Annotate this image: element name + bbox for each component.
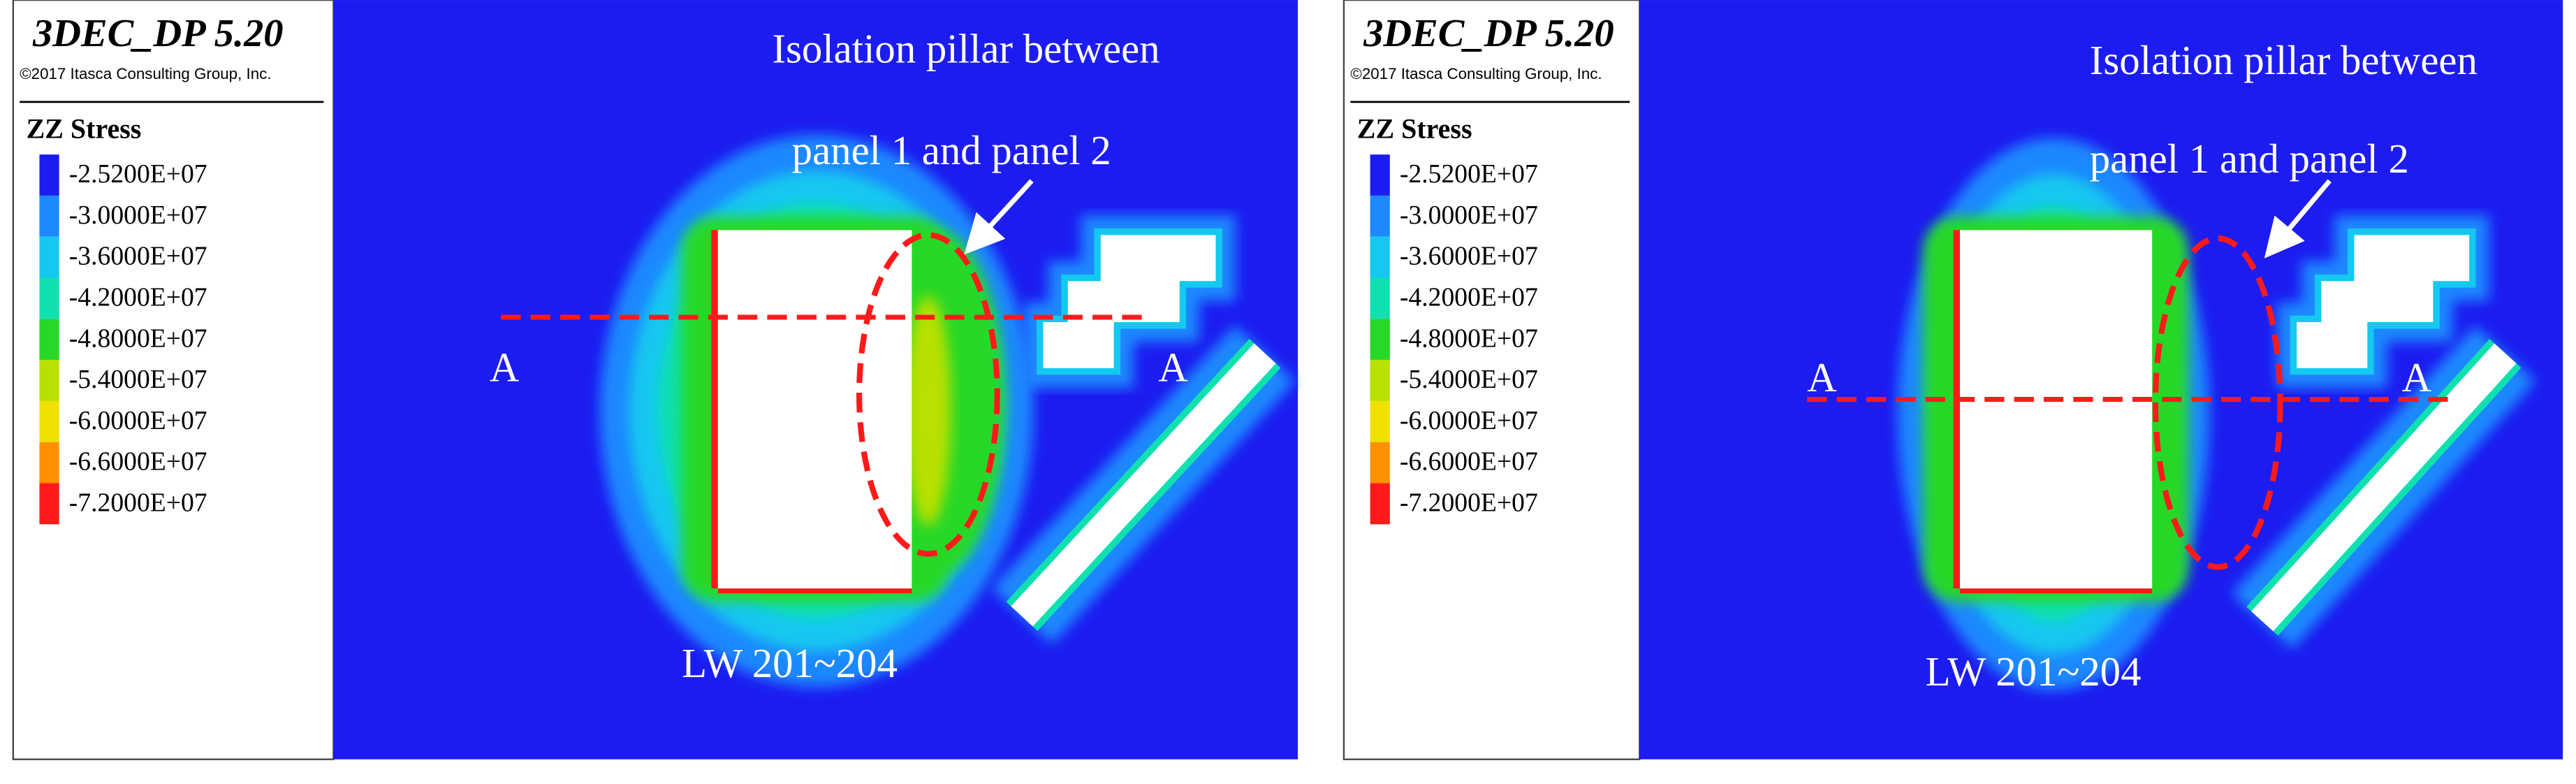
longwall-label: LW 201~204 — [1926, 649, 2142, 695]
legend-label: -5.4000E+07 — [1400, 365, 1538, 394]
legend-label: -6.0000E+07 — [1400, 406, 1538, 435]
legend-label: -2.5200E+07 — [1400, 159, 1538, 189]
legend-swatch — [1370, 483, 1390, 525]
section-label: A — [490, 345, 520, 391]
longwall-panel — [717, 230, 912, 589]
longwall-label: LW 201~204 — [682, 641, 898, 686]
stress-edge — [1953, 230, 1960, 589]
legend-label: -4.8000E+07 — [1400, 324, 1538, 353]
legend-swatch — [1370, 277, 1390, 319]
copyright: ©2017 Itasca Consulting Group, Inc. — [20, 65, 271, 82]
legend-swatch — [39, 360, 59, 401]
inclined-panel — [1011, 343, 1276, 627]
legend-label: -3.6000E+07 — [1400, 242, 1538, 271]
section-label: A — [1807, 355, 1837, 400]
pillar-label: panel 1 and panel 2 — [2090, 136, 2409, 182]
legend-swatch — [1370, 360, 1390, 401]
pillar-outline — [2152, 235, 2283, 570]
legend-background — [1342, 0, 1641, 760]
legend-swatch — [39, 483, 59, 525]
legend-swatch — [1370, 442, 1390, 484]
legend-label: -2.5200E+07 — [69, 159, 207, 189]
software-title: 3DEC_DP 5.20 — [1363, 12, 1614, 55]
legend-swatch — [39, 195, 59, 237]
legend-label: -6.6000E+07 — [1400, 447, 1538, 477]
pillar-outline — [856, 232, 1000, 557]
legend-swatch — [39, 277, 59, 319]
goaf-block — [2297, 235, 2470, 368]
legend-swatch — [1370, 400, 1390, 442]
legend-swatch — [1370, 236, 1390, 278]
legend-label: -6.6000E+07 — [69, 447, 207, 477]
software-title: 3DEC_DP 5.20 — [32, 12, 284, 55]
simulation-panel: Isolation pillar between panel 1 and pane… — [12, 0, 1298, 760]
legend-label: -4.8000E+07 — [69, 324, 207, 353]
legend-swatch — [39, 236, 59, 278]
legend-label: -4.2000E+07 — [69, 283, 207, 312]
pillar-label: Isolation pillar between — [2090, 38, 2478, 83]
legend-swatch — [1370, 195, 1390, 237]
legend-label: -6.0000E+07 — [69, 406, 207, 435]
pillar-arrow — [2264, 179, 2332, 259]
legend-title: ZZ Stress — [1357, 113, 1472, 145]
stress-edge — [711, 230, 718, 589]
legend-label: -3.0000E+07 — [69, 201, 207, 230]
legend-label: -3.6000E+07 — [69, 242, 207, 271]
pillar-label: Isolation pillar between — [772, 26, 1159, 71]
legend-title: ZZ Stress — [27, 113, 142, 145]
section-label: A — [1158, 345, 1188, 391]
stress-edge — [717, 588, 912, 594]
legend-label: -3.0000E+07 — [1400, 201, 1538, 230]
inclined-panel — [2251, 343, 2517, 632]
legend-label: -4.2000E+07 — [1400, 283, 1538, 312]
legend-swatch — [39, 442, 59, 484]
pillar-label: panel 1 and panel 2 — [792, 128, 1111, 173]
legend-swatch — [39, 154, 59, 196]
simulation-panel: Isolation pillar between panel 1 and pane… — [1342, 0, 2563, 760]
legend-swatch — [39, 400, 59, 442]
legend-label: -7.2000E+07 — [1400, 488, 1538, 518]
section-label: A — [2402, 355, 2432, 400]
legend-swatch — [1370, 319, 1390, 361]
legend-swatch — [39, 319, 59, 361]
stress-concentration — [905, 296, 951, 526]
stress-edge — [1959, 588, 2153, 594]
legend-swatch — [1370, 154, 1390, 196]
copyright: ©2017 Itasca Consulting Group, Inc. — [1350, 65, 1602, 82]
legend-background — [12, 0, 335, 760]
pillar-arrow — [964, 179, 1034, 255]
goaf-block — [1043, 235, 1216, 368]
longwall-panel — [1959, 230, 2153, 589]
legend-label: -7.2000E+07 — [69, 488, 207, 518]
legend-label: -5.4000E+07 — [69, 365, 207, 394]
